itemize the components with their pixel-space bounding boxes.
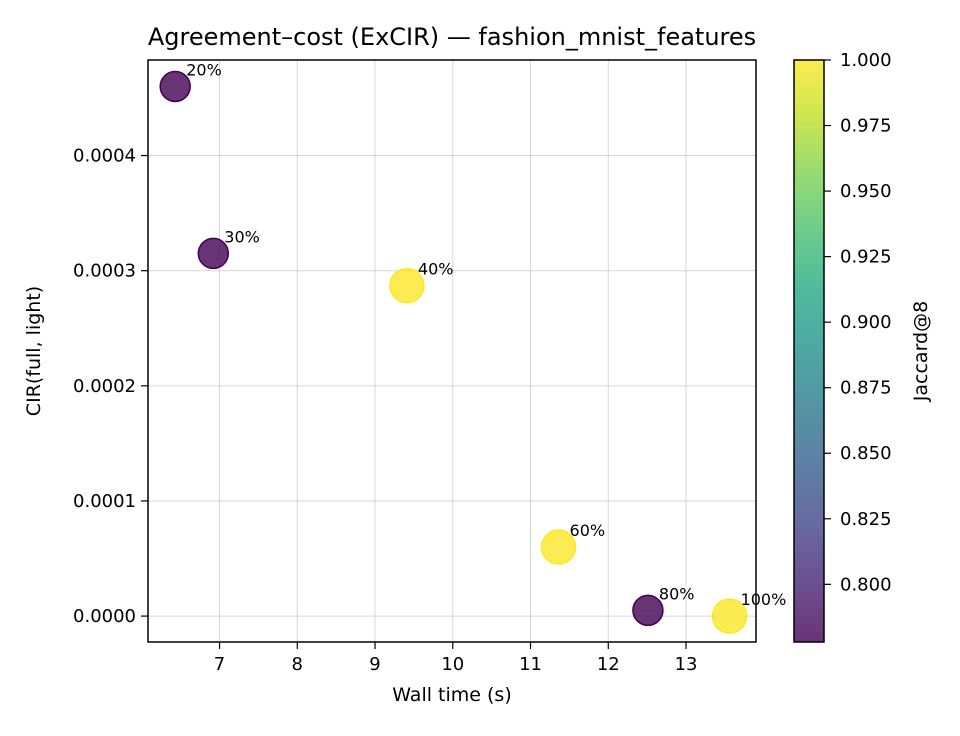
grid bbox=[148, 60, 756, 642]
point-label: 40% bbox=[418, 260, 454, 279]
colorbar bbox=[793, 59, 825, 643]
x-tick-label: 7 bbox=[214, 654, 225, 675]
colorbar-ticks: 0.800 0.825 0.850 0.875 0.900 0.925 0.950 0.975… bbox=[824, 50, 892, 595]
y-tick-label: 0.0003 bbox=[73, 261, 136, 282]
colorbar-tick-label: 0.950 bbox=[840, 181, 892, 202]
scatter-point bbox=[159, 70, 191, 103]
x-tick-label: 8 bbox=[292, 654, 303, 675]
scatter-point bbox=[389, 267, 425, 304]
plot-area-frame bbox=[147, 59, 757, 643]
scatter-point bbox=[632, 594, 664, 627]
x-tick-label: 12 bbox=[597, 654, 620, 675]
y-tick-label: 0.0000 bbox=[73, 606, 136, 627]
x-axis: 7 8 9 10 11 12 13 bbox=[214, 642, 698, 675]
y-tick-label: 0.0001 bbox=[73, 491, 136, 512]
colorbar-tick-label: 0.875 bbox=[840, 378, 892, 399]
y-tick-label: 0.0002 bbox=[73, 376, 136, 397]
colorbar-tick-label: 1.000 bbox=[840, 50, 892, 71]
x-tick-label: 10 bbox=[441, 654, 464, 675]
scatter-point bbox=[197, 237, 230, 270]
y-axis-label: CIR(full, light) bbox=[23, 286, 45, 416]
point-label: 60% bbox=[570, 521, 606, 540]
point-label: 80% bbox=[659, 584, 695, 603]
x-axis-label: Wall time (s) bbox=[392, 684, 512, 706]
y-tick-label: 0.0004 bbox=[73, 146, 136, 167]
colorbar-tick-label: 0.975 bbox=[840, 116, 892, 137]
colorbar-tick-label: 0.850 bbox=[840, 443, 892, 464]
point-label: 100% bbox=[741, 590, 787, 609]
colorbar-tick-label: 0.925 bbox=[840, 247, 892, 268]
colorbar-tick-label: 0.800 bbox=[840, 574, 892, 595]
x-tick-label: 9 bbox=[369, 654, 380, 675]
scatter-point bbox=[540, 529, 577, 565]
y-axis: 0.0000 0.0001 0.0002 0.0003 0.0004 bbox=[73, 146, 148, 627]
data-points bbox=[159, 70, 748, 634]
x-tick-label: 13 bbox=[675, 654, 698, 675]
scatter-point bbox=[711, 598, 748, 634]
point-label: 20% bbox=[186, 60, 222, 79]
point-label: 30% bbox=[224, 227, 260, 246]
point-labels: 20% 30% 40% 60% 80% 100% bbox=[186, 60, 786, 609]
chart-title: Agreement–cost (ExCIR) — fashion_mnist_f… bbox=[148, 23, 756, 51]
colorbar-label: Jaccard@8 bbox=[910, 301, 932, 402]
colorbar-tick-label: 0.900 bbox=[840, 312, 892, 333]
x-tick-label: 11 bbox=[519, 654, 542, 675]
colorbar-tick-label: 0.825 bbox=[840, 509, 892, 530]
